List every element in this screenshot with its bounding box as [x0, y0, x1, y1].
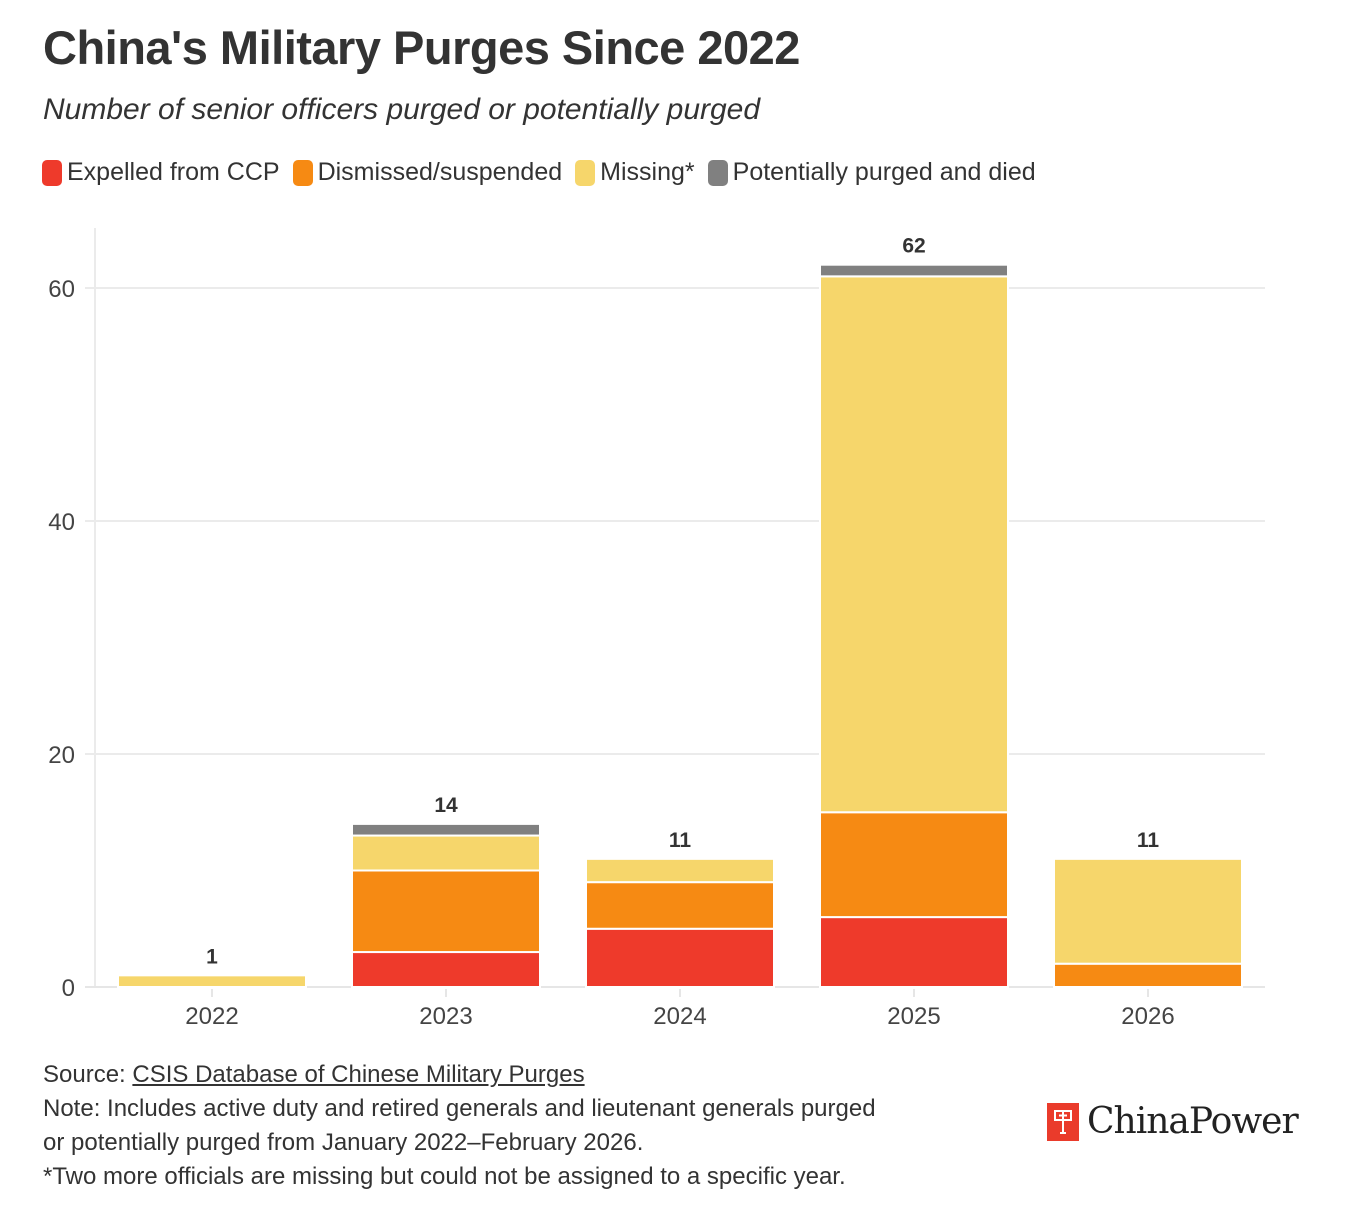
total-label: 1 — [206, 945, 218, 968]
chinapower-logo-icon — [1047, 1102, 1079, 1141]
footer: Source: CSIS Database of Chinese Militar… — [43, 1058, 876, 1194]
source-line: Source: CSIS Database of Chinese Militar… — [43, 1058, 876, 1092]
footnote: *Two more officials are missing but coul… — [43, 1163, 846, 1190]
source-prefix: Source: — [43, 1061, 133, 1088]
bar-segment — [1053, 962, 1243, 989]
bar-segment — [351, 822, 541, 837]
x-tick-label: 2022 — [185, 1003, 238, 1030]
legend-swatch-missing — [575, 159, 596, 186]
bar-segment — [819, 275, 1009, 814]
x-tick-label: 2025 — [887, 1003, 940, 1030]
y-tick-label: 60 — [48, 276, 75, 303]
x-tick-label: 2026 — [1121, 1003, 1174, 1030]
note-line-2: or potentially purged from January 2022–… — [43, 1129, 644, 1156]
legend-item-expelled: Expelled from CCP — [42, 158, 280, 187]
chart-title: China's Military Purges Since 2022 — [43, 21, 800, 74]
total-label: 62 — [902, 235, 925, 258]
total-label: 14 — [434, 794, 458, 817]
source-link[interactable]: CSIS Database of Chinese Military Purges — [132, 1061, 585, 1088]
total-label: 11 — [1137, 829, 1160, 852]
bar-segment — [351, 869, 541, 954]
y-tick-label: 0 — [62, 975, 75, 1002]
bar-segment — [819, 263, 1009, 278]
legend-label: Expelled from CCP — [67, 158, 280, 186]
y-tick-label: 40 — [48, 509, 75, 536]
brand-name: ChinaPower — [1087, 1101, 1299, 1142]
legend: Expelled from CCP Dismissed/suspended Mi… — [42, 158, 1049, 187]
total-label: 11 — [669, 829, 692, 852]
chinapower-brand: ChinaPower — [1047, 1101, 1299, 1142]
legend-label: Dismissed/suspended — [317, 158, 563, 186]
legend-swatch-died — [707, 159, 728, 186]
bar-segment — [585, 857, 775, 884]
bar-segment — [819, 916, 1009, 988]
note-line-1: Note: Includes active duty and retired g… — [43, 1095, 876, 1122]
legend-swatch-dismissed — [292, 159, 313, 186]
bar-segment — [585, 881, 775, 930]
legend-item-missing: Missing* — [575, 158, 695, 187]
bar-segment — [351, 834, 541, 872]
x-tick-label: 2024 — [653, 1003, 706, 1030]
bar-segment — [1053, 857, 1243, 965]
bar-segment — [585, 927, 775, 988]
legend-swatch-expelled — [42, 159, 62, 186]
legend-item-dismissed: Dismissed/suspended — [292, 158, 563, 187]
bar-segment — [117, 974, 307, 988]
legend-item-died: Potentially purged and died — [707, 158, 1036, 187]
y-tick-label: 20 — [48, 742, 75, 769]
x-tick-label: 2023 — [419, 1003, 472, 1030]
stacked-bar-chart: 0 20 40 60 1 2022 14 2023 11 2024 62 2025 11 2026 — [48, 228, 1265, 1030]
bar-segment — [351, 951, 541, 988]
legend-label: Potentially purged and died — [732, 158, 1036, 186]
chart-subtitle: Number of senior officers purged or pote… — [43, 93, 761, 126]
bar-segment — [819, 811, 1009, 919]
legend-label: Missing* — [600, 158, 695, 186]
